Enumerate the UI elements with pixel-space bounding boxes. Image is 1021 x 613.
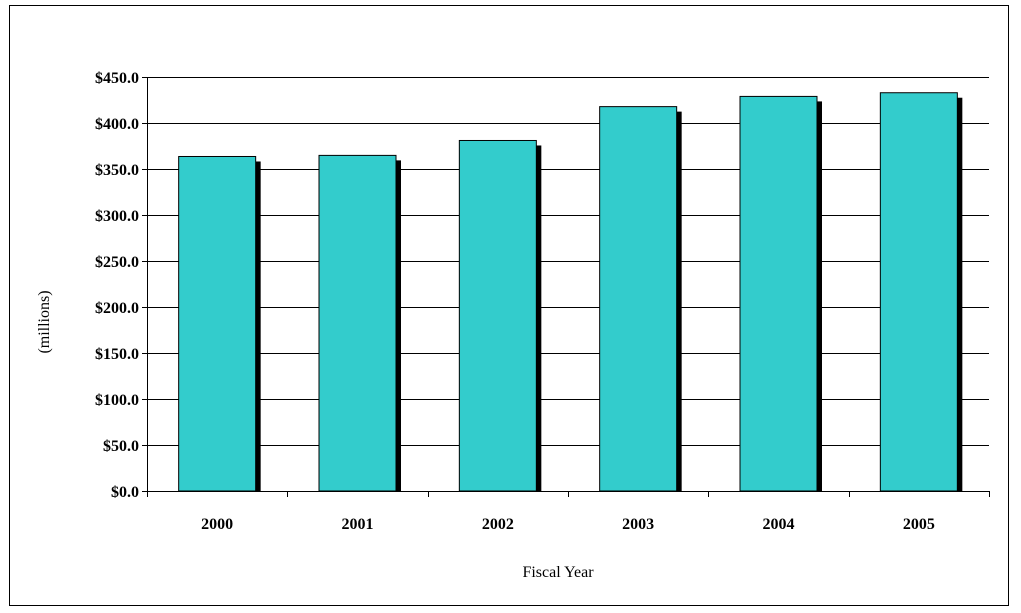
bar xyxy=(879,92,958,492)
bar xyxy=(739,95,818,492)
x-tick-labels: 2000 2001 2002 2003 2004 2005 xyxy=(201,516,935,533)
x-tick-label: 2001 xyxy=(342,516,374,533)
y-tick-labels: $0.0 $50.0 $100.0 $150.0 $200.0 $250.0 $300.0 $… xyxy=(95,70,139,501)
x-tick-label: 2003 xyxy=(622,516,654,533)
y-tick-label: $450.0 xyxy=(95,70,139,87)
y-tick-label: $50.0 xyxy=(103,438,139,455)
y-tick-label: $300.0 xyxy=(95,208,139,225)
y-tick-label: $400.0 xyxy=(95,116,139,133)
y-tick-label: $250.0 xyxy=(95,254,139,271)
x-axis-title: Fiscal Year xyxy=(522,564,594,581)
y-axis-title: (millions) xyxy=(36,290,53,353)
y-tick-label: $350.0 xyxy=(95,162,139,179)
y-tick-label: $100.0 xyxy=(95,392,139,409)
y-tick-label: $0.0 xyxy=(111,484,139,501)
y-tick-label: $200.0 xyxy=(95,300,139,317)
x-tick-label: 2004 xyxy=(763,516,795,533)
x-tick-label: 2002 xyxy=(482,516,514,533)
x-tick-label: 2000 xyxy=(201,516,233,533)
axes xyxy=(142,77,990,497)
y-tick-label: $150.0 xyxy=(95,346,139,363)
chart-frame: $0.0 $50.0 $100.0 $150.0 $200.0 $250.0 $300.0 $… xyxy=(9,5,1009,606)
bar xyxy=(458,139,537,492)
x-tick-label: 2005 xyxy=(903,516,935,533)
bar xyxy=(599,106,678,492)
bars xyxy=(178,92,963,492)
gridlines xyxy=(147,77,989,446)
bar xyxy=(178,155,257,492)
bar xyxy=(318,154,397,492)
